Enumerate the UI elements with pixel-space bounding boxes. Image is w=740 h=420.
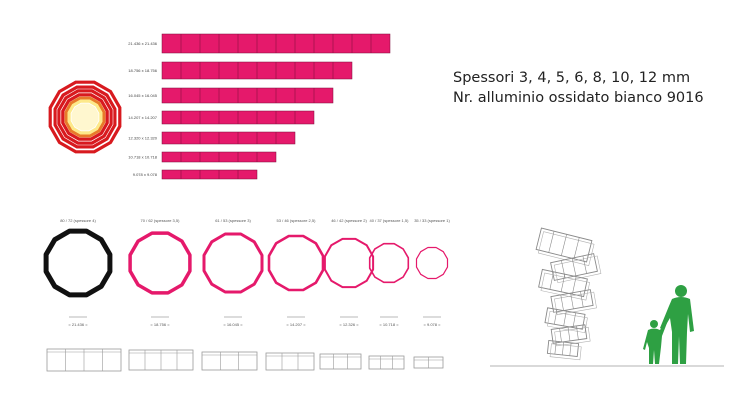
wireframe-box	[319, 353, 362, 370]
sculpture-module	[544, 307, 588, 334]
bar-label: 21.436 x 21.436	[128, 41, 157, 46]
sculpture-module-divider	[554, 341, 557, 355]
nested-ring	[64, 96, 106, 138]
wireframe-box	[265, 352, 315, 371]
heading-line-1: Spessori 3, 4, 5, 6, 8, 10, 12 mm	[453, 70, 691, 86]
sculpture-module-divider	[569, 342, 572, 356]
ring	[128, 231, 192, 295]
ring-bottom-label: = 16.045 =	[223, 322, 243, 327]
nested-dodecagon-rings	[48, 80, 122, 154]
sculpture-module-divider	[571, 258, 577, 276]
sculpture-module-divider	[561, 234, 567, 256]
sculpture-module-divider	[573, 237, 580, 259]
nested-ring	[67, 99, 103, 135]
sculpture-module-divider	[570, 293, 574, 309]
ring-top-label: 40 / 37 (spessore 1,5)	[370, 218, 410, 223]
sculpture-module-depth	[540, 272, 591, 301]
sculpture-module-divider	[562, 342, 564, 355]
sculpture-module-divider	[548, 231, 555, 253]
ring	[415, 246, 449, 280]
sculpture-module	[550, 289, 597, 316]
ring-bottom-label: = 18.756 =	[150, 322, 170, 327]
sculpture-module-divider	[576, 325, 579, 340]
heading-block: Spessori 3, 4, 5, 6, 8, 10, 12 mm Nr. al…	[453, 68, 704, 108]
ring	[323, 237, 375, 289]
adult-silhouette	[660, 285, 694, 364]
nested-ring	[53, 85, 117, 149]
sculpture-module-depth	[547, 310, 588, 334]
nested-ring-core	[71, 103, 99, 131]
sculpture-wireframe	[535, 227, 602, 361]
bar-label: 12.320 x 12.320	[128, 136, 157, 141]
nested-ring	[57, 89, 113, 145]
ring-bottom-label: = 9.078 =	[424, 322, 442, 327]
ring-top-label: 46 / 42 (spessore 2)	[331, 218, 367, 223]
ring-top-label: 70 / 62 (spessore 3,5)	[141, 218, 181, 223]
bar	[161, 87, 334, 104]
sculpture-module	[546, 339, 582, 361]
nested-ring	[61, 93, 109, 141]
wireframe-box-row	[46, 348, 444, 372]
bar-set: 21.436 x 21.436 18.756 x 18.756 16.045 x 1…	[128, 33, 391, 180]
bar-label: 18.756 x 18.756	[128, 68, 157, 73]
sculpture-module-depth	[537, 231, 595, 266]
sculpture-module-divider	[563, 311, 567, 326]
ring-top-label: 53 / 46 (spessore 2,5)	[277, 218, 317, 223]
ring-bottom-label: = 21.436 =	[68, 322, 88, 327]
ring-top-label: 61 / 53 (spessore 3)	[215, 218, 251, 223]
sculpture-module-divider	[559, 328, 562, 343]
ring-bottom-label: = 14.207 =	[286, 322, 306, 327]
sculpture-module-divider	[572, 312, 576, 328]
bar	[161, 169, 258, 180]
ring-top-label: 80 / 72 (spessore 4)	[60, 218, 96, 223]
sculpture-module	[535, 227, 595, 266]
ring-top-label: 35 / 33 (spessore 1)	[414, 218, 450, 223]
sculpture-module-divider	[554, 309, 558, 325]
ring-row: 80 / 72 (spessore 4) = 21.436 = 70 / 62 (s…	[43, 218, 450, 327]
sculpture-module-divider	[560, 294, 564, 311]
sculpture-module	[538, 268, 591, 301]
ring	[267, 234, 325, 292]
ring	[202, 232, 264, 294]
bar-label: 16.045 x 16.045	[128, 93, 157, 98]
ring	[43, 228, 113, 298]
bar	[161, 131, 296, 145]
ring-bottom-label: = 12.326 =	[339, 322, 359, 327]
heading-line-2: Nr. alluminio ossidato bianco 9016	[453, 90, 704, 106]
sculpture-module-divider	[549, 271, 554, 290]
sculpture-module-divider	[580, 291, 584, 308]
sculpture-module-depth	[553, 255, 602, 284]
sculpture-module-divider	[572, 276, 577, 295]
sculpture-module-depth	[549, 343, 582, 361]
sculpture-module-divider	[567, 327, 571, 341]
nested-ring	[48, 80, 122, 154]
bar-label: 9.078 x 9.078	[133, 172, 158, 177]
ring	[368, 242, 410, 284]
wireframe-box	[368, 355, 405, 370]
bar-label: 14.207 x 14.207	[128, 115, 157, 120]
child-silhouette	[643, 320, 667, 364]
ring-bottom-label: = 10.718 =	[379, 322, 399, 327]
sculpture-module-depth	[554, 291, 597, 316]
wireframe-box	[201, 351, 258, 371]
sculpture-module-divider	[582, 255, 587, 274]
sculpture-module-divider	[560, 274, 566, 292]
bar-label: 10.718 x 10.718	[128, 155, 157, 160]
